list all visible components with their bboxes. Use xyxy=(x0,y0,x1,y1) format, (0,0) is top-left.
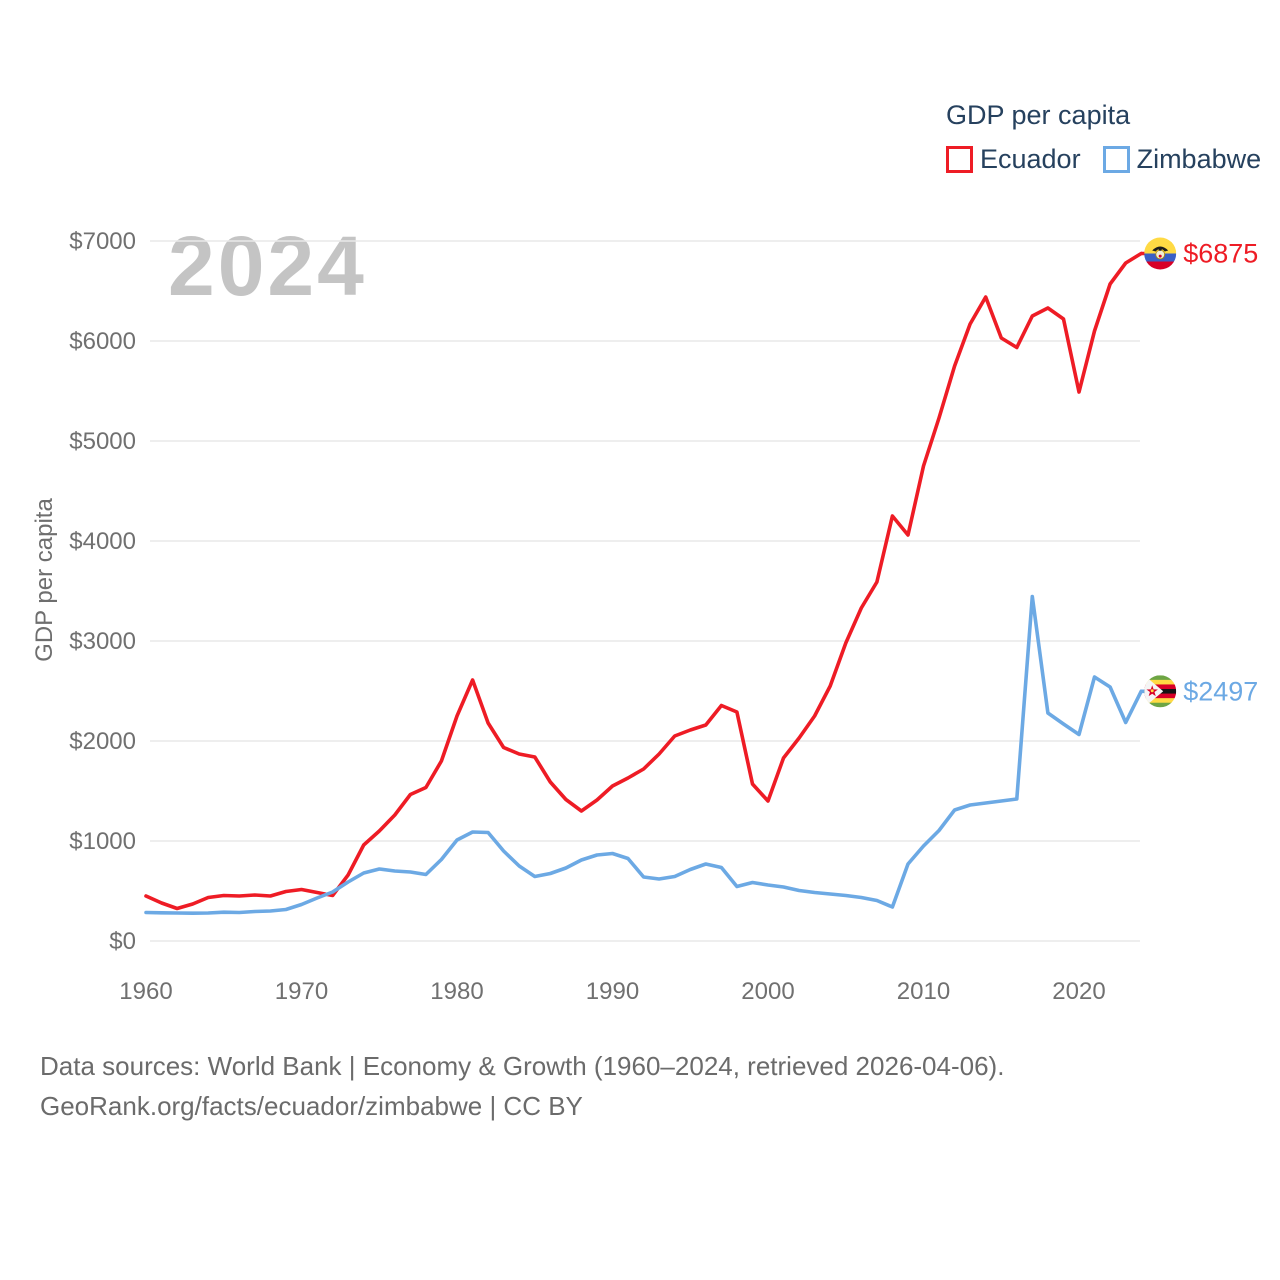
ecuador-flag-icon[interactable] xyxy=(1144,237,1177,270)
y-tick-label: $6000 xyxy=(69,328,136,355)
y-tick-label: $7000 xyxy=(69,228,136,255)
y-tick-label: $3000 xyxy=(69,628,136,655)
footer-line-1: Data sources: World Bank | Economy & Gro… xyxy=(40,1051,1005,1081)
legend-item-ecuador[interactable]: Ecuador xyxy=(946,144,1081,175)
y-tick-label: $0 xyxy=(109,928,136,955)
ecuador-end-value-label: $6875 xyxy=(1183,239,1258,269)
x-tick-label: 1960 xyxy=(119,978,172,1005)
y-tick-label: $2000 xyxy=(69,728,136,755)
zimbabwe-line[interactable] xyxy=(144,594,1143,916)
x-tick-label: 1990 xyxy=(586,978,639,1005)
legend-item-label: Ecuador xyxy=(980,144,1081,174)
x-tick-label: 1970 xyxy=(275,978,328,1005)
watermark-year: 2024 xyxy=(168,219,367,313)
y-tick-label: $1000 xyxy=(69,828,136,855)
legend-item-zimbabwe[interactable]: Zimbabwe xyxy=(1102,144,1262,175)
legend-row: Ecuador Zimbabwe xyxy=(946,144,1261,175)
legend-title: GDP per capita xyxy=(946,100,1131,130)
zimbabwe-flag-icon[interactable] xyxy=(1144,675,1177,708)
ecuador-swatch-icon xyxy=(946,146,973,173)
y-tick-label: $5000 xyxy=(69,428,136,455)
x-tick-label: 2020 xyxy=(1052,978,1105,1005)
legend-item-label: Zimbabwe xyxy=(1136,144,1262,174)
y-axis-title: GDP per capita xyxy=(31,498,58,662)
ecuador-line[interactable] xyxy=(144,251,1143,911)
footer-line-2: GeoRank.org/facts/ecuador/zimbabwe | CC … xyxy=(40,1091,583,1121)
x-tick-label: 2010 xyxy=(897,978,950,1005)
zimbabwe-swatch-icon xyxy=(1102,146,1130,173)
legend: GDP per capita Ecuador Zimbabwe xyxy=(946,100,1261,175)
zimbabwe-end-value-label: $2497 xyxy=(1183,676,1258,706)
x-tick-label: 2000 xyxy=(741,978,794,1005)
y-tick-label: $4000 xyxy=(69,528,136,555)
x-tick-label: 1980 xyxy=(430,978,483,1005)
footer: Data sources: World Bank | Economy & Gro… xyxy=(40,1046,1004,1126)
